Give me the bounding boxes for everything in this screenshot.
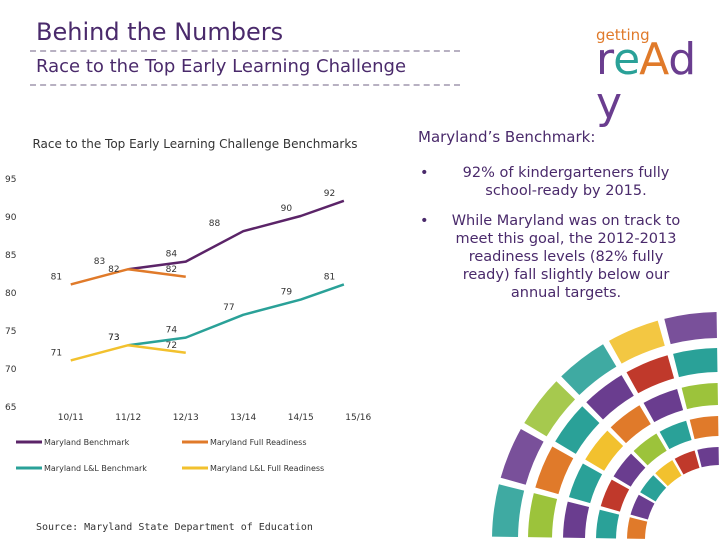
logo-letter: y <box>596 78 622 129</box>
decor-arc-segment <box>664 312 718 345</box>
y-tick-label: 70 <box>5 365 17 375</box>
bullet-text: While Maryland was on track to meet this… <box>451 213 681 301</box>
legend-label: Maryland Benchmark <box>44 438 130 447</box>
data-label: 74 <box>166 326 178 336</box>
data-label: 73 <box>108 333 119 343</box>
data-label: 82 <box>166 265 177 275</box>
decor-arc-segment <box>568 463 603 504</box>
bullet-dot: • <box>420 165 429 181</box>
decor-arc-segment <box>528 493 558 538</box>
chart-title: Race to the Top Early Learning Challenge… <box>32 137 358 151</box>
decor-arc-segment <box>655 460 682 487</box>
decor-arc-segment <box>555 406 600 455</box>
data-label: 88 <box>209 219 221 229</box>
decor-arc-segment <box>630 494 655 520</box>
y-tick-label: 75 <box>5 327 16 337</box>
legend-label: Maryland L&L Benchmark <box>44 464 147 473</box>
decor-arc-segment <box>627 517 648 540</box>
decor-arc-segment <box>689 416 719 440</box>
slide-subtitle: Race to the Top Early Learning Challenge <box>36 56 407 77</box>
data-label: 82 <box>108 265 119 275</box>
legend-label: Maryland L&L Full Readiness <box>210 464 324 473</box>
data-label: 71 <box>51 348 62 358</box>
logo-letter: e <box>613 34 640 85</box>
decor-arc-segment <box>535 446 574 495</box>
y-tick-label: 85 <box>5 251 16 261</box>
decor-arc-segment <box>659 420 692 450</box>
benchmark-heading: Maryland’s Benchmark: <box>418 128 596 146</box>
benchmark-bullet: • 92% of kindergarteners fully school-rea… <box>418 164 688 200</box>
decor-arc-segment <box>613 453 646 487</box>
data-label: 77 <box>223 303 234 313</box>
data-label: 79 <box>281 288 293 298</box>
data-label: 73 <box>108 333 119 343</box>
decor-arc-segment <box>561 344 617 396</box>
line-chart: 65 70 75 80 85 90 95 10/11 11/12 12/13 13/14 14/15 1… <box>5 175 371 473</box>
legend-label: Maryland Full Readiness <box>210 438 307 447</box>
x-tick-label: 11/12 <box>115 413 141 423</box>
decor-arc-segment <box>681 383 719 410</box>
x-tick-label: 10/11 <box>58 413 84 423</box>
data-label: 90 <box>281 204 293 214</box>
decor-arc-segment <box>633 433 667 466</box>
y-tick-label: 90 <box>5 213 17 223</box>
y-tick-label: 65 <box>5 403 16 413</box>
slide-title: Behind the Numbers <box>36 18 284 46</box>
decor-arc-segment <box>643 388 684 423</box>
x-tick-label: 15/16 <box>345 413 371 423</box>
x-tick-label: 14/15 <box>288 413 314 423</box>
decor-arc-segment <box>586 375 635 420</box>
subtitle-divider <box>30 84 460 86</box>
data-label: 72 <box>166 341 177 351</box>
benchmark-bullets: • 92% of kindergarteners fully school-rea… <box>418 164 688 314</box>
decor-arc-segment <box>492 484 525 538</box>
data-label: 84 <box>166 250 178 260</box>
logo-word: reAdy <box>596 38 716 126</box>
source-note: Source: Maryland State Department of Edu… <box>36 522 313 533</box>
series-line <box>128 199 345 271</box>
title-divider <box>30 50 460 52</box>
logo-letter: d <box>668 34 696 85</box>
x-tick-label: 13/14 <box>230 413 256 423</box>
decor-arc-segment <box>585 430 624 471</box>
decorative-arcs <box>492 312 720 540</box>
decor-arc-segment <box>600 479 630 512</box>
y-tick-label: 95 <box>5 175 16 185</box>
decor-arc-segment <box>626 355 675 394</box>
data-label: 81 <box>324 272 335 282</box>
decor-arc-segment <box>500 428 544 486</box>
data-label: 83 <box>94 257 105 267</box>
logo-letter: r <box>596 34 614 85</box>
series-line <box>128 283 345 347</box>
y-tick-label: 80 <box>5 289 17 299</box>
x-tick-label: 12/13 <box>173 413 199 423</box>
decor-arc-segment <box>610 405 651 444</box>
bullet-text: 92% of kindergarteners fully school-read… <box>462 165 670 199</box>
data-label: 92 <box>324 189 335 199</box>
decor-arc-segment <box>563 501 590 539</box>
logo-letter: A <box>639 34 669 85</box>
decor-arc-segment <box>673 348 718 378</box>
logo-small-text: getting <box>596 26 650 44</box>
benchmark-bullet: • While Maryland was on track to meet thi… <box>418 212 688 302</box>
decor-arc-segment <box>596 509 620 539</box>
decor-arc-segment <box>697 447 720 468</box>
decor-arc-segment <box>640 475 667 502</box>
bullet-dot: • <box>420 213 429 229</box>
getting-ready-logo: getting reAdy <box>596 20 716 126</box>
data-label: 81 <box>51 272 62 282</box>
decor-arc-segment <box>524 381 576 437</box>
decor-arc-segment <box>674 450 700 475</box>
decor-arc-segment <box>608 320 666 364</box>
